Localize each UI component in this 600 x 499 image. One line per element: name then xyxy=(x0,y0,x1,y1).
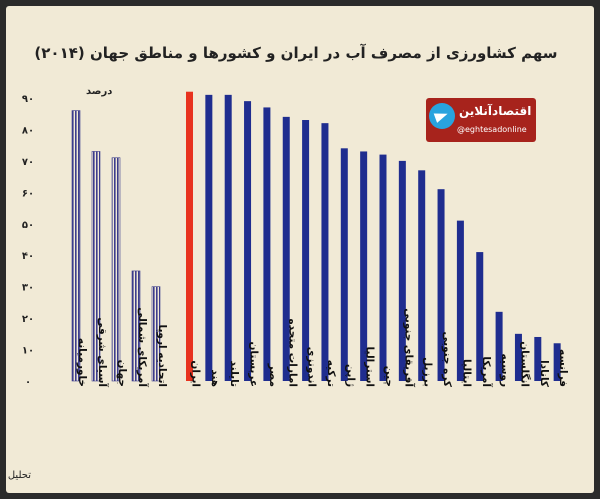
category-label: چین xyxy=(383,366,395,387)
chart-frame: سهم کشاورزی از مصرف آب در ایران و کشورها… xyxy=(6,6,594,493)
category-label: استرالیا xyxy=(364,346,376,387)
country-bar-highlight xyxy=(186,91,193,381)
country-bar xyxy=(224,94,232,381)
logo-handle: @eghtesadonline xyxy=(457,125,527,134)
y-tick-label: ۷۰ xyxy=(22,157,34,168)
country-bar xyxy=(534,336,542,381)
y-tick-label: ۴۰ xyxy=(22,251,34,262)
category-label: آفریقای جنوبی xyxy=(402,308,415,387)
y-tick-label: ۱۰ xyxy=(22,346,34,357)
category-label: فرانسه xyxy=(557,349,569,387)
category-label: انگلستان xyxy=(518,341,531,387)
chart-title: سهم کشاورزی از مصرف آب در ایران و کشورها… xyxy=(34,44,557,62)
category-label: اندونزی xyxy=(306,347,318,387)
country-bar xyxy=(263,107,271,381)
category-label: کانادا xyxy=(538,360,550,388)
category-label: ترکیه xyxy=(325,360,337,387)
category-label: هند xyxy=(209,369,221,387)
country-bar xyxy=(514,333,522,381)
y-tick-label: ۸۰ xyxy=(22,125,34,136)
country-bar xyxy=(360,151,368,381)
category-label: ایتالیا xyxy=(460,359,472,387)
category-label: آمریکا xyxy=(480,356,493,387)
y-tick-label: ۰ xyxy=(25,377,31,388)
region-bar xyxy=(111,157,121,382)
country-bar xyxy=(244,101,252,382)
source-note: تحلیل و استنتاج: احسان سلطانی بر اساس دا… xyxy=(6,468,31,481)
category-label: آمریکای شمالی xyxy=(136,307,149,387)
country-bar xyxy=(379,154,387,381)
site-logo: اقتصادآنلاین @eghtesadonline xyxy=(426,98,536,142)
region-bar xyxy=(131,270,141,382)
logo-brand: اقتصادآنلاین xyxy=(459,104,532,118)
region-bar xyxy=(91,151,101,382)
y-axis-label: درصد xyxy=(86,86,112,97)
country-bar xyxy=(321,123,329,382)
country-bar xyxy=(553,343,561,381)
category-label: آسیای شرقی xyxy=(96,317,109,387)
y-tick-label: ۳۰ xyxy=(22,283,34,294)
telegram-icon xyxy=(429,103,455,129)
category-label: تایلند xyxy=(228,361,240,388)
country-bar xyxy=(437,189,445,381)
region-bar xyxy=(71,110,81,382)
country-bar xyxy=(418,170,426,381)
country-bar xyxy=(302,120,310,381)
category-label: ایران xyxy=(190,360,202,387)
category-label: برزیل xyxy=(422,357,434,387)
bar-chart: سهم کشاورزی از مصرف آب در ایران و کشورها… xyxy=(6,44,569,481)
country-bar xyxy=(205,94,213,381)
category-label: روسیه xyxy=(499,353,511,387)
category-label: مصر xyxy=(267,363,279,387)
category-label: ژاپن xyxy=(344,364,356,387)
category-label: عربستان xyxy=(248,341,260,387)
category-label: جهان xyxy=(116,360,128,387)
category-label: کره جنوبی xyxy=(441,332,453,388)
region-bar xyxy=(151,286,161,382)
country-bar xyxy=(398,160,406,381)
country-bar xyxy=(495,311,503,381)
country-bar xyxy=(340,148,348,381)
y-tick-label: ۹۰ xyxy=(22,94,34,105)
country-bar xyxy=(282,116,290,381)
category-label: اتحادیه اروپا xyxy=(156,325,168,387)
y-tick-label: ۲۰ xyxy=(22,314,34,325)
y-tick-label: ۵۰ xyxy=(22,220,34,231)
category-label: امارات متحده xyxy=(286,318,298,387)
y-tick-label: ۶۰ xyxy=(22,188,34,199)
country-bar xyxy=(476,252,484,381)
category-label: خاورمیانه xyxy=(76,338,88,387)
country-bar xyxy=(456,220,464,381)
